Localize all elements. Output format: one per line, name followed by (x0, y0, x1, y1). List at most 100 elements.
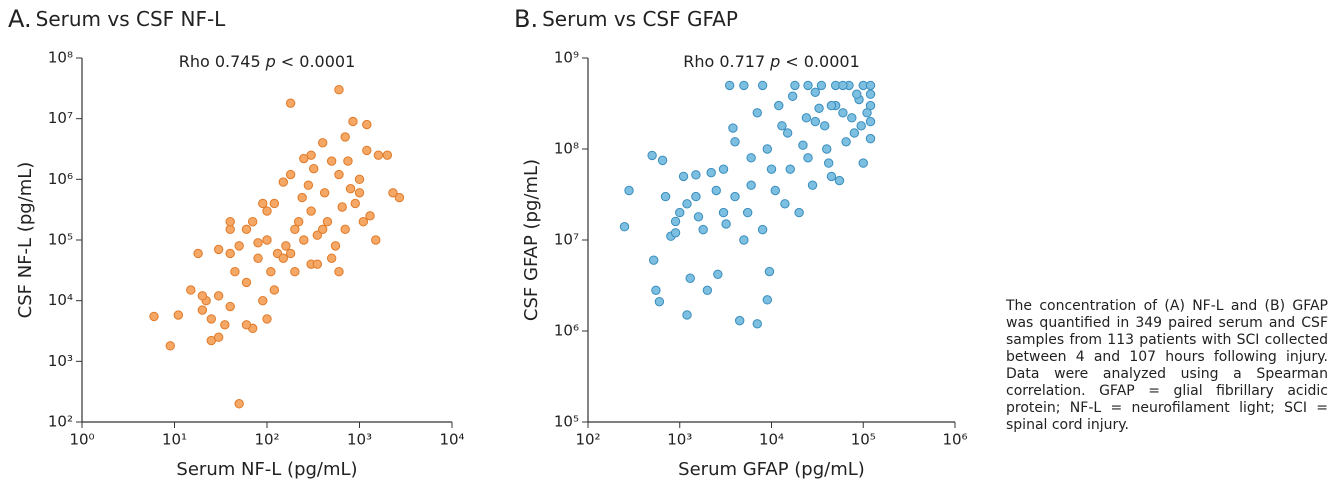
point (718, 164, 729, 174)
point (330, 241, 341, 251)
point (241, 224, 252, 235)
point (262, 314, 272, 324)
point (803, 80, 813, 91)
point (326, 156, 337, 166)
point (312, 230, 323, 240)
point (785, 164, 795, 174)
chart-title: A. Serum vs CSF NF-L (8, 5, 226, 33)
x-tick-label: 10¹ (162, 431, 187, 449)
point (285, 98, 296, 108)
point (865, 116, 876, 127)
x-tick-label: 10⁵ (851, 431, 876, 449)
point (757, 80, 768, 91)
point (619, 222, 630, 232)
point (285, 169, 296, 180)
point (340, 224, 350, 235)
point (262, 206, 272, 216)
point (790, 80, 800, 91)
x-tick-label: 10⁴ (759, 431, 784, 449)
y-axis-label: CSF GFAP (pg/mL) (521, 159, 542, 321)
point (660, 191, 671, 202)
x-tick-label: 10⁰ (69, 431, 94, 449)
point (752, 108, 762, 118)
point (354, 188, 365, 198)
y-tick-label: 10⁴ (48, 291, 73, 309)
point (186, 285, 196, 295)
point (651, 285, 661, 296)
point (193, 248, 203, 259)
point (285, 248, 296, 259)
point (394, 192, 405, 203)
point (803, 153, 813, 163)
point (306, 206, 316, 216)
point (299, 153, 309, 164)
x-tick-label: 10⁶ (942, 431, 967, 449)
point (706, 167, 716, 178)
title-text: Serum vs CSF NF-L (36, 7, 227, 31)
point (858, 158, 868, 168)
point (713, 269, 723, 279)
point (801, 113, 812, 123)
point (382, 150, 393, 160)
point (365, 211, 375, 221)
point (312, 259, 323, 269)
annotation-value: < 0.0001 (785, 52, 859, 71)
point (165, 341, 175, 351)
point (197, 291, 208, 301)
point (762, 295, 773, 305)
title-text: Serum vs CSF GFAP (542, 7, 738, 31)
point (317, 138, 328, 148)
point (730, 137, 740, 147)
y-tick-label: 10⁶ (554, 322, 579, 340)
point (670, 216, 681, 227)
point (225, 301, 235, 312)
annotation-p: p (769, 52, 780, 71)
point (852, 89, 862, 99)
point (299, 235, 309, 245)
point (290, 267, 300, 277)
panel-label: A. (8, 5, 32, 33)
point (734, 315, 745, 326)
point (358, 217, 369, 227)
annotation: Rho 0.717 p < 0.0001 (683, 52, 860, 71)
point (682, 310, 692, 320)
point (721, 219, 731, 229)
point (823, 158, 834, 168)
point (206, 314, 217, 324)
point (234, 241, 244, 251)
annotation-p: p (265, 52, 276, 71)
point (220, 320, 230, 330)
point (247, 217, 258, 227)
y-tick-label: 10⁷ (48, 109, 73, 127)
annotation-stat: Rho 0.717 (683, 52, 765, 71)
point (826, 171, 837, 182)
point (319, 188, 330, 198)
point (371, 235, 381, 245)
point (241, 277, 252, 288)
point (241, 320, 252, 330)
point (762, 144, 773, 154)
point (173, 310, 184, 320)
point (350, 198, 360, 209)
point (742, 207, 753, 218)
point (253, 238, 263, 248)
point (862, 108, 872, 118)
point (730, 191, 740, 202)
point (739, 80, 749, 91)
chart-title: B. Serum vs CSF GFAP (514, 5, 738, 33)
point (225, 217, 235, 227)
x-axis-label: Serum NF-L (pg/mL) (176, 459, 357, 480)
x-tick-label: 10³ (347, 431, 372, 449)
y-axis-label: CSF NF-L (pg/mL) (15, 162, 36, 319)
point (648, 255, 659, 265)
point (724, 80, 735, 91)
point (293, 217, 304, 227)
point (149, 311, 159, 322)
point (838, 80, 848, 91)
point (362, 145, 372, 156)
point (225, 248, 235, 259)
point (213, 332, 224, 342)
point (654, 296, 665, 307)
point (373, 150, 384, 160)
